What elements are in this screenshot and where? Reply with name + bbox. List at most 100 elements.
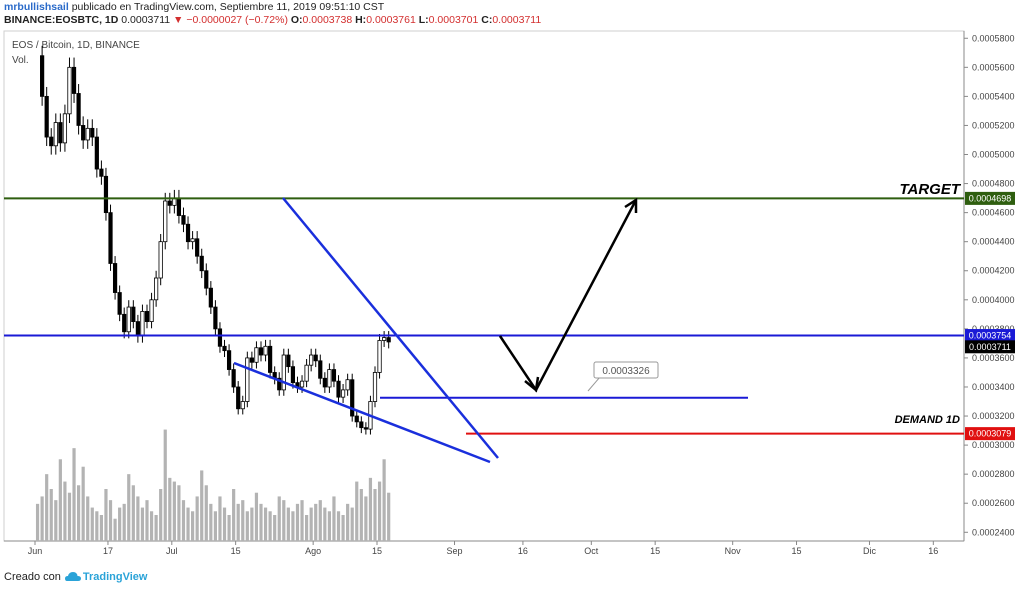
created-with-text: Creado con [4,571,61,583]
volume-legend: Vol. [12,55,29,66]
candle-body [281,354,286,391]
volume-bar [191,511,195,541]
candle-body [213,306,218,330]
volume-bar [227,515,231,541]
candle-body [195,238,200,257]
volume-bar [245,511,249,541]
volume-bar [113,518,117,541]
author-name[interactable]: mrbullishsail [4,1,69,13]
volume-bar [149,511,154,541]
wedge-lower-line[interactable] [233,361,491,464]
candle-body [286,354,291,368]
x-tick-label: 16 [928,546,938,556]
volume-bar [336,511,341,541]
candle-body [277,377,282,391]
candle-body [222,345,227,352]
x-tick-label: Oct [584,546,599,556]
volume-bar [177,485,181,541]
candle-body [217,328,223,347]
callout-pointer [587,376,601,392]
cloud-icon [64,572,81,581]
x-tick-label: 15 [792,546,802,556]
price-badges: 0.0004698 0.0003754 0.0003711 0.0003079 [965,191,1015,441]
volume-bar [45,474,49,541]
publish-line: mrbullishsail publicado en TradingView.c… [4,1,384,13]
volume-bar [291,511,295,541]
low-label: L: [418,14,429,26]
y-tick-label: 0.0004000 [972,295,1015,305]
candle-body [144,311,150,322]
demand-price-badge [965,427,1015,441]
volume-bar [195,496,199,541]
candle-body [322,377,327,388]
last-price: 0.0003711 [121,14,171,26]
volume-bar [282,500,286,541]
tradingview-logo[interactable]: TradingView [64,571,147,583]
candle-body [94,136,99,170]
demand-price-text: 0.0003079 [969,429,1012,439]
volume-bar [286,507,290,541]
volume-bar [200,470,204,541]
volume-bar [213,511,217,541]
candle-body [258,347,264,356]
volume-bar [368,477,373,541]
candle-body [135,321,140,337]
volume-bar [350,507,354,541]
candle-body [336,380,341,398]
y-tick-label: 0.0003200 [972,411,1015,421]
y-tick-label: 0.0004800 [972,179,1015,189]
open-label: O: [290,14,303,26]
volume-bar [254,492,259,541]
volume-bar [99,515,103,541]
volume-bar [250,507,254,541]
volume-bar [95,511,99,541]
price-callout-text: 0.0003326 [602,366,650,377]
candle-body [377,340,382,373]
x-tick-label: Ago [305,546,321,556]
price-chart[interactable]: 0.0005800 0.0005600 0.0005400 0.0005200 0.00… [0,0,1024,566]
volume-bar [159,489,163,541]
volume-bar [81,466,85,541]
x-tick-label: 15 [650,546,660,556]
candle-body [231,369,236,388]
y-tick-label: 0.0003800 [972,324,1015,334]
volume-bar [341,515,345,541]
candle-body [99,168,104,177]
candle-body [163,200,168,243]
volume-bar [364,496,368,541]
volume-bar [295,503,300,541]
candle-body [190,238,195,243]
candle-body [204,270,209,289]
price-axis[interactable]: 0.0005800 0.0005600 0.0005400 0.0005200 0.00… [964,33,1015,537]
candle-body [40,55,45,97]
candle-body [327,369,332,388]
volume-bar [236,503,240,541]
candle-body [103,175,109,214]
price-callout[interactable] [593,361,659,379]
y-tick-label: 0.0002600 [972,498,1015,508]
candle-body [290,366,296,384]
volume-bar [209,503,213,541]
candle-body [58,122,63,144]
wedge-upper-line[interactable] [282,197,499,459]
x-tick-label: 15 [372,546,382,556]
volume-bar [145,500,149,541]
volume-bar [241,500,245,541]
candle-body [226,350,232,370]
candle-body [350,379,355,417]
candle-body [181,215,186,225]
candle-body [49,136,54,147]
resistance-price-badge [965,329,1015,343]
candle-body [208,287,213,308]
candle-body [340,389,346,398]
volume-bar [90,507,94,541]
volume-bar [318,500,322,541]
candle-body [81,125,86,141]
time-axis[interactable]: Jun 17 Jul 15 Ago 15 Sep 16 Oct 15 Nov 15 Dic 16 [28,541,939,556]
candle-body [140,311,145,337]
candle-body [176,197,182,216]
y-tick-label: 0.0005800 [972,33,1015,43]
candle-body [131,306,136,322]
target-price-badge [965,191,1015,205]
x-tick-label: Dic [863,546,876,556]
